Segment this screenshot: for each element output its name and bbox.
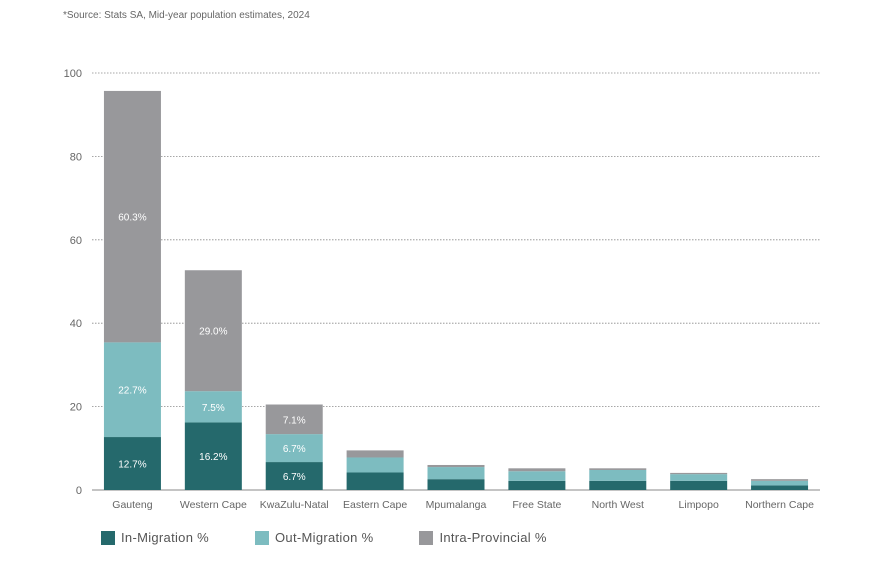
bar-segment-out_migration-3	[346, 457, 404, 473]
bar-segment-in_migration-0	[103, 437, 161, 490]
x-tick-label-5: Free State	[512, 499, 561, 511]
bar-segment-in_migration-6	[589, 480, 647, 490]
y-tick-label-60: 60	[70, 235, 82, 247]
stacked-bar-chart: 0 20 40 60 80 100 12.7% 22.7% 60.3% Gauteng 16.2% 7…	[64, 68, 820, 511]
bar-segment-out_migration-6	[589, 469, 647, 481]
bar-segment-out_migration-2	[265, 434, 323, 463]
bar-segment-in_migration-7	[670, 480, 728, 490]
data-label-intra_provincial-1: 29.0%	[199, 327, 227, 338]
bar-segment-intra_provincial-1	[184, 270, 242, 392]
x-tick-label-1: Western Cape	[180, 499, 247, 511]
y-tick-label-0: 0	[76, 485, 82, 497]
x-tick-label-0: Gauteng	[112, 499, 152, 511]
legend-label-intra-provincial: Intra-Provincial %	[439, 530, 547, 545]
bar-segment-intra_provincial-4	[427, 464, 485, 468]
x-tick-label-7: Limpopo	[679, 499, 719, 511]
y-tick-label-40: 40	[70, 318, 82, 330]
bar-segment-in_migration-3	[346, 472, 404, 490]
data-label-intra_provincial-2: 7.1%	[283, 415, 306, 426]
legend-swatch-intra-provincial	[419, 530, 434, 545]
data-label-intra_provincial-0: 60.3%	[118, 213, 146, 224]
bar-segment-out_migration-0	[103, 342, 161, 438]
bar-segment-out_migration-7	[670, 474, 728, 481]
y-tick-label-20: 20	[70, 402, 82, 414]
data-label-in_migration-1: 16.2%	[199, 452, 227, 463]
bar-segment-intra_provincial-6	[589, 468, 647, 470]
legend-label-out-migration: Out-Migration %	[275, 530, 374, 545]
bar-segment-out_migration-1	[184, 391, 242, 423]
legend-label-in-migration: In-Migration %	[121, 530, 210, 545]
data-label-out_migration-0: 22.7%	[118, 386, 146, 397]
x-tick-label-6: North West	[592, 499, 644, 511]
bar-segment-in_migration-8	[751, 485, 809, 490]
y-tick-label-80: 80	[70, 151, 82, 163]
bar-segment-intra_provincial-2	[265, 404, 323, 435]
bar-segment-in_migration-4	[427, 479, 485, 490]
data-label-in_migration-2: 6.7%	[283, 472, 306, 483]
legend-item-intra-provincial: Intra-Provincial %	[419, 530, 546, 545]
bar-segment-out_migration-4	[427, 467, 485, 480]
legend-item-in-migration: In-Migration %	[101, 530, 209, 545]
legend-swatch-out-migration	[255, 530, 270, 545]
bar-segment-intra_provincial-5	[508, 468, 566, 472]
data-label-out_migration-1: 7.5%	[202, 403, 225, 414]
bar-segment-in_migration-2	[265, 462, 323, 490]
bar-segment-intra_provincial-8	[751, 479, 809, 481]
legend-swatch-in-migration	[101, 530, 115, 545]
bar-segment-out_migration-8	[751, 480, 809, 486]
x-tick-label-3: Eastern Cape	[343, 499, 407, 511]
bar-segment-out_migration-5	[508, 471, 566, 481]
y-tick-label-100: 100	[64, 68, 82, 80]
bar-segment-intra_provincial-3	[346, 450, 404, 458]
data-label-out_migration-2: 6.7%	[283, 444, 306, 455]
legend: In-Migration % Out-Migration % Intra-Pro…	[101, 530, 593, 545]
legend-item-out-migration: Out-Migration %	[255, 530, 373, 545]
data-label-in_migration-0: 12.7%	[118, 460, 146, 471]
x-tick-label-2: KwaZulu-Natal	[260, 499, 329, 511]
bar-segment-in_migration-5	[508, 480, 566, 490]
bar-segment-intra_provincial-0	[103, 90, 161, 343]
bar-segment-in_migration-1	[184, 422, 242, 490]
source-note: *Source: Stats SA, Mid-year population e…	[63, 10, 310, 21]
x-tick-label-8: Northern Cape	[745, 499, 814, 511]
bar-segment-intra_provincial-7	[670, 472, 728, 475]
x-tick-label-4: Mpumalanga	[426, 499, 487, 511]
